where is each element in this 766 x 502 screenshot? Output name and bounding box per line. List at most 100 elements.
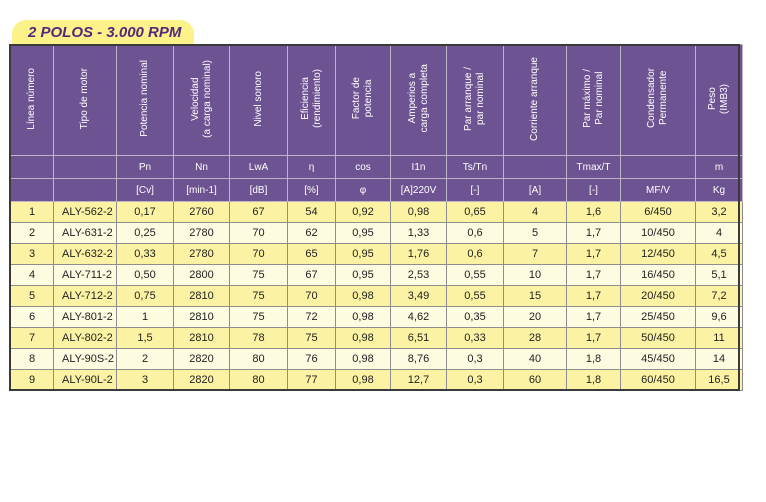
column-unit: Kg [695,178,743,202]
motor-model-cell: ALY-632-2 [53,243,117,265]
column-label: Factor de potencia [351,77,374,120]
motor-model-cell: ALY-711-2 [53,264,117,286]
table-cell: 4 [503,201,567,223]
table-cell: 2820 [173,348,230,370]
column-label: Corriente arranque [529,56,540,141]
table-cell: 0,95 [335,222,391,244]
column-header: Peso (IMB3) [695,44,743,156]
column-header: Par arranque / par nominal [446,44,504,156]
column-header: Línea número [10,44,54,156]
table-cell: 7 [10,327,54,349]
table-cell: 1,7 [566,243,621,265]
table-cell: 62 [287,222,336,244]
column-label: Par máximo / Par nominal [581,69,605,128]
column-unit [10,178,54,202]
table-cell: 2810 [173,285,230,307]
table-row: 1 ALY-562-2 0,17 2760 67 54 0,92 0,98 0,65 4 1,6 6/… [10,201,743,223]
column-header: Potencia nominal [116,44,174,156]
page-title: 2 POLOS - 3.000 RPM [28,24,182,41]
table-cell: 20 [503,306,567,328]
table-cell: 8 [10,348,54,370]
table-cell: 75 [229,264,288,286]
table-cell: 0,55 [446,264,504,286]
column-unit: [Cv] [116,178,174,202]
motor-spec-table-container: Línea número Tipo de motor Potencia nomina… [10,44,743,392]
table-cell: 0,95 [335,264,391,286]
column-symbol: LwA [229,155,288,179]
header-labels-row: Línea número Tipo de motor Potencia nomina… [10,44,743,156]
table-row: 3 ALY-632-2 0,33 2780 70 65 0,95 1,76 0,6 7 1,7 12/… [10,243,743,265]
column-header: Tipo de motor [53,44,117,156]
table-cell: 5,1 [695,264,743,286]
column-symbol: I1n [390,155,447,179]
table-cell: 4 [695,222,743,244]
table-cell: 0,17 [116,201,174,223]
column-header: Eficiencia (rendimiento) [287,44,336,156]
column-unit: MF/V [620,178,696,202]
column-unit: [-] [446,178,504,202]
table-cell: 1,76 [390,243,447,265]
column-label: Peso (IMB3) [707,83,730,114]
column-unit: [dB] [229,178,288,202]
column-symbol: m [695,155,743,179]
table-cell: 1,5 [116,327,174,349]
table-cell: 70 [287,285,336,307]
motor-model-cell: ALY-631-2 [53,222,117,244]
column-label: Velocidad (a carga nominal) [189,59,213,138]
table-cell: 1,7 [566,306,621,328]
table-row: 2 ALY-631-2 0,25 2780 70 62 0,95 1,33 0,6 5 1,7 10/… [10,222,743,244]
table-cell: 2810 [173,306,230,328]
table-cell: 9,6 [695,306,743,328]
column-unit: [min-1] [173,178,230,202]
column-symbol [620,155,696,179]
table-cell: 0,55 [446,285,504,307]
table-cell: 70 [229,222,288,244]
table-cell: 0,6 [446,222,504,244]
table-cell: 10/450 [620,222,696,244]
table-body: 1 ALY-562-2 0,17 2760 67 54 0,92 0,98 0,65 4 1,6 6/… [10,201,743,391]
header-units-row: [Cv] [min-1] [dB] [%] φ [A]220V [-] [A] [-] MF/V K… [10,178,743,202]
column-label: Eficiencia (rendimiento) [299,69,323,128]
column-symbol: cos [335,155,391,179]
table-cell: 45/450 [620,348,696,370]
table-cell: 4,62 [390,306,447,328]
table-cell: 14 [695,348,743,370]
table-cell: 50/450 [620,327,696,349]
table-cell: 65 [287,243,336,265]
table-cell: 0,98 [335,327,391,349]
table-cell: 0,6 [446,243,504,265]
table-cell: 75 [229,285,288,307]
table-cell: 60/450 [620,369,696,391]
table-cell: 0,50 [116,264,174,286]
table-row: 8 ALY-90S-2 2 2820 80 76 0,98 8,76 0,3 40 1,8 45/45… [10,348,743,370]
table-cell: 8,76 [390,348,447,370]
table-cell: 0,65 [446,201,504,223]
table-cell: 10 [503,264,567,286]
column-unit: [A]220V [390,178,447,202]
column-header: Nivel sonoro [229,44,288,156]
motor-model-cell: ALY-90L-2 [53,369,117,391]
table-cell: 0,95 [335,243,391,265]
table-cell: 16/450 [620,264,696,286]
table-cell: 7 [503,243,567,265]
column-symbol [53,155,117,179]
column-symbol: Tmax/T [566,155,621,179]
table-cell: 15 [503,285,567,307]
table-cell: 4,5 [695,243,743,265]
table-cell: 1,8 [566,348,621,370]
table-cell: 2 [10,222,54,244]
table-cell: 11 [695,327,743,349]
column-symbol: Nn [173,155,230,179]
column-unit [53,178,117,202]
table-cell: 7,2 [695,285,743,307]
motor-model-cell: ALY-712-2 [53,285,117,307]
table-cell: 0,3 [446,369,504,391]
table-cell: 0,75 [116,285,174,307]
column-label: Línea número [26,67,37,130]
table-row: 6 ALY-801-2 1 2810 75 72 0,98 4,62 0,35 20 1,7 25/4… [10,306,743,328]
column-header: Condensador Permanente [620,44,696,156]
table-cell: 0,33 [446,327,504,349]
table-row: 7 ALY-802-2 1,5 2810 78 75 0,98 6,51 0,33 28 1,7 50… [10,327,743,349]
table-cell: 0,25 [116,222,174,244]
table-cell: 80 [229,348,288,370]
